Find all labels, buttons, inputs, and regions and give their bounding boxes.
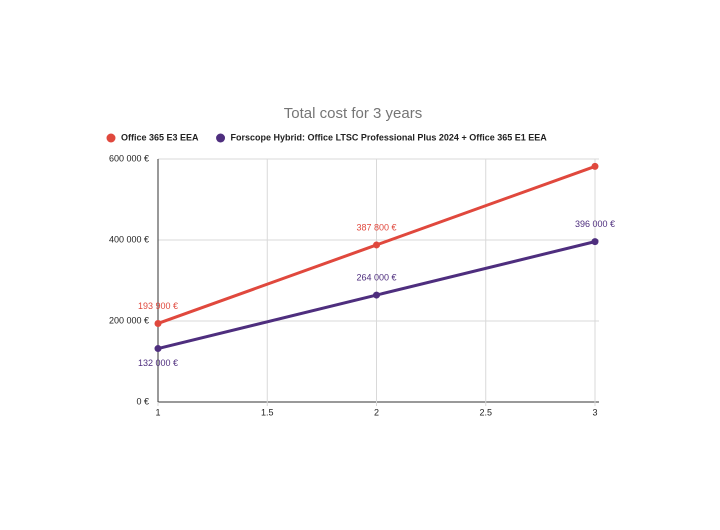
y-tick-label: 400 000 € [109,234,149,244]
data-label: 387 800 € [356,222,396,232]
data-point [591,162,599,170]
x-tick-label: 2.5 [479,407,492,417]
legend-marker [216,133,226,143]
x-tick-label: 3 [592,407,597,417]
data-label: 193 900 € [138,301,178,311]
x-tick-label: 1 [155,407,160,417]
y-tick-label: 200 000 € [109,315,149,325]
legend-label: Office 365 E3 EEA [121,132,199,142]
data-label: 264 000 € [356,272,396,282]
chart-title: Total cost for 3 years [284,105,422,122]
x-tick-label: 2 [374,407,379,417]
data-point [154,345,162,353]
data-point [591,238,599,246]
legend-marker [106,133,116,143]
data-point [373,291,380,299]
y-tick-label: 0 € [136,396,149,406]
x-tick-label: 1.5 [261,407,274,417]
data-label: 132 000 € [138,358,178,368]
data-point [373,241,380,249]
legend-label: Forscope Hybrid: Office LTSC Professiona… [231,132,548,142]
data-point [154,319,162,327]
y-tick-label: 600 000 € [109,153,149,163]
data-label: 396 000 € [575,219,615,229]
